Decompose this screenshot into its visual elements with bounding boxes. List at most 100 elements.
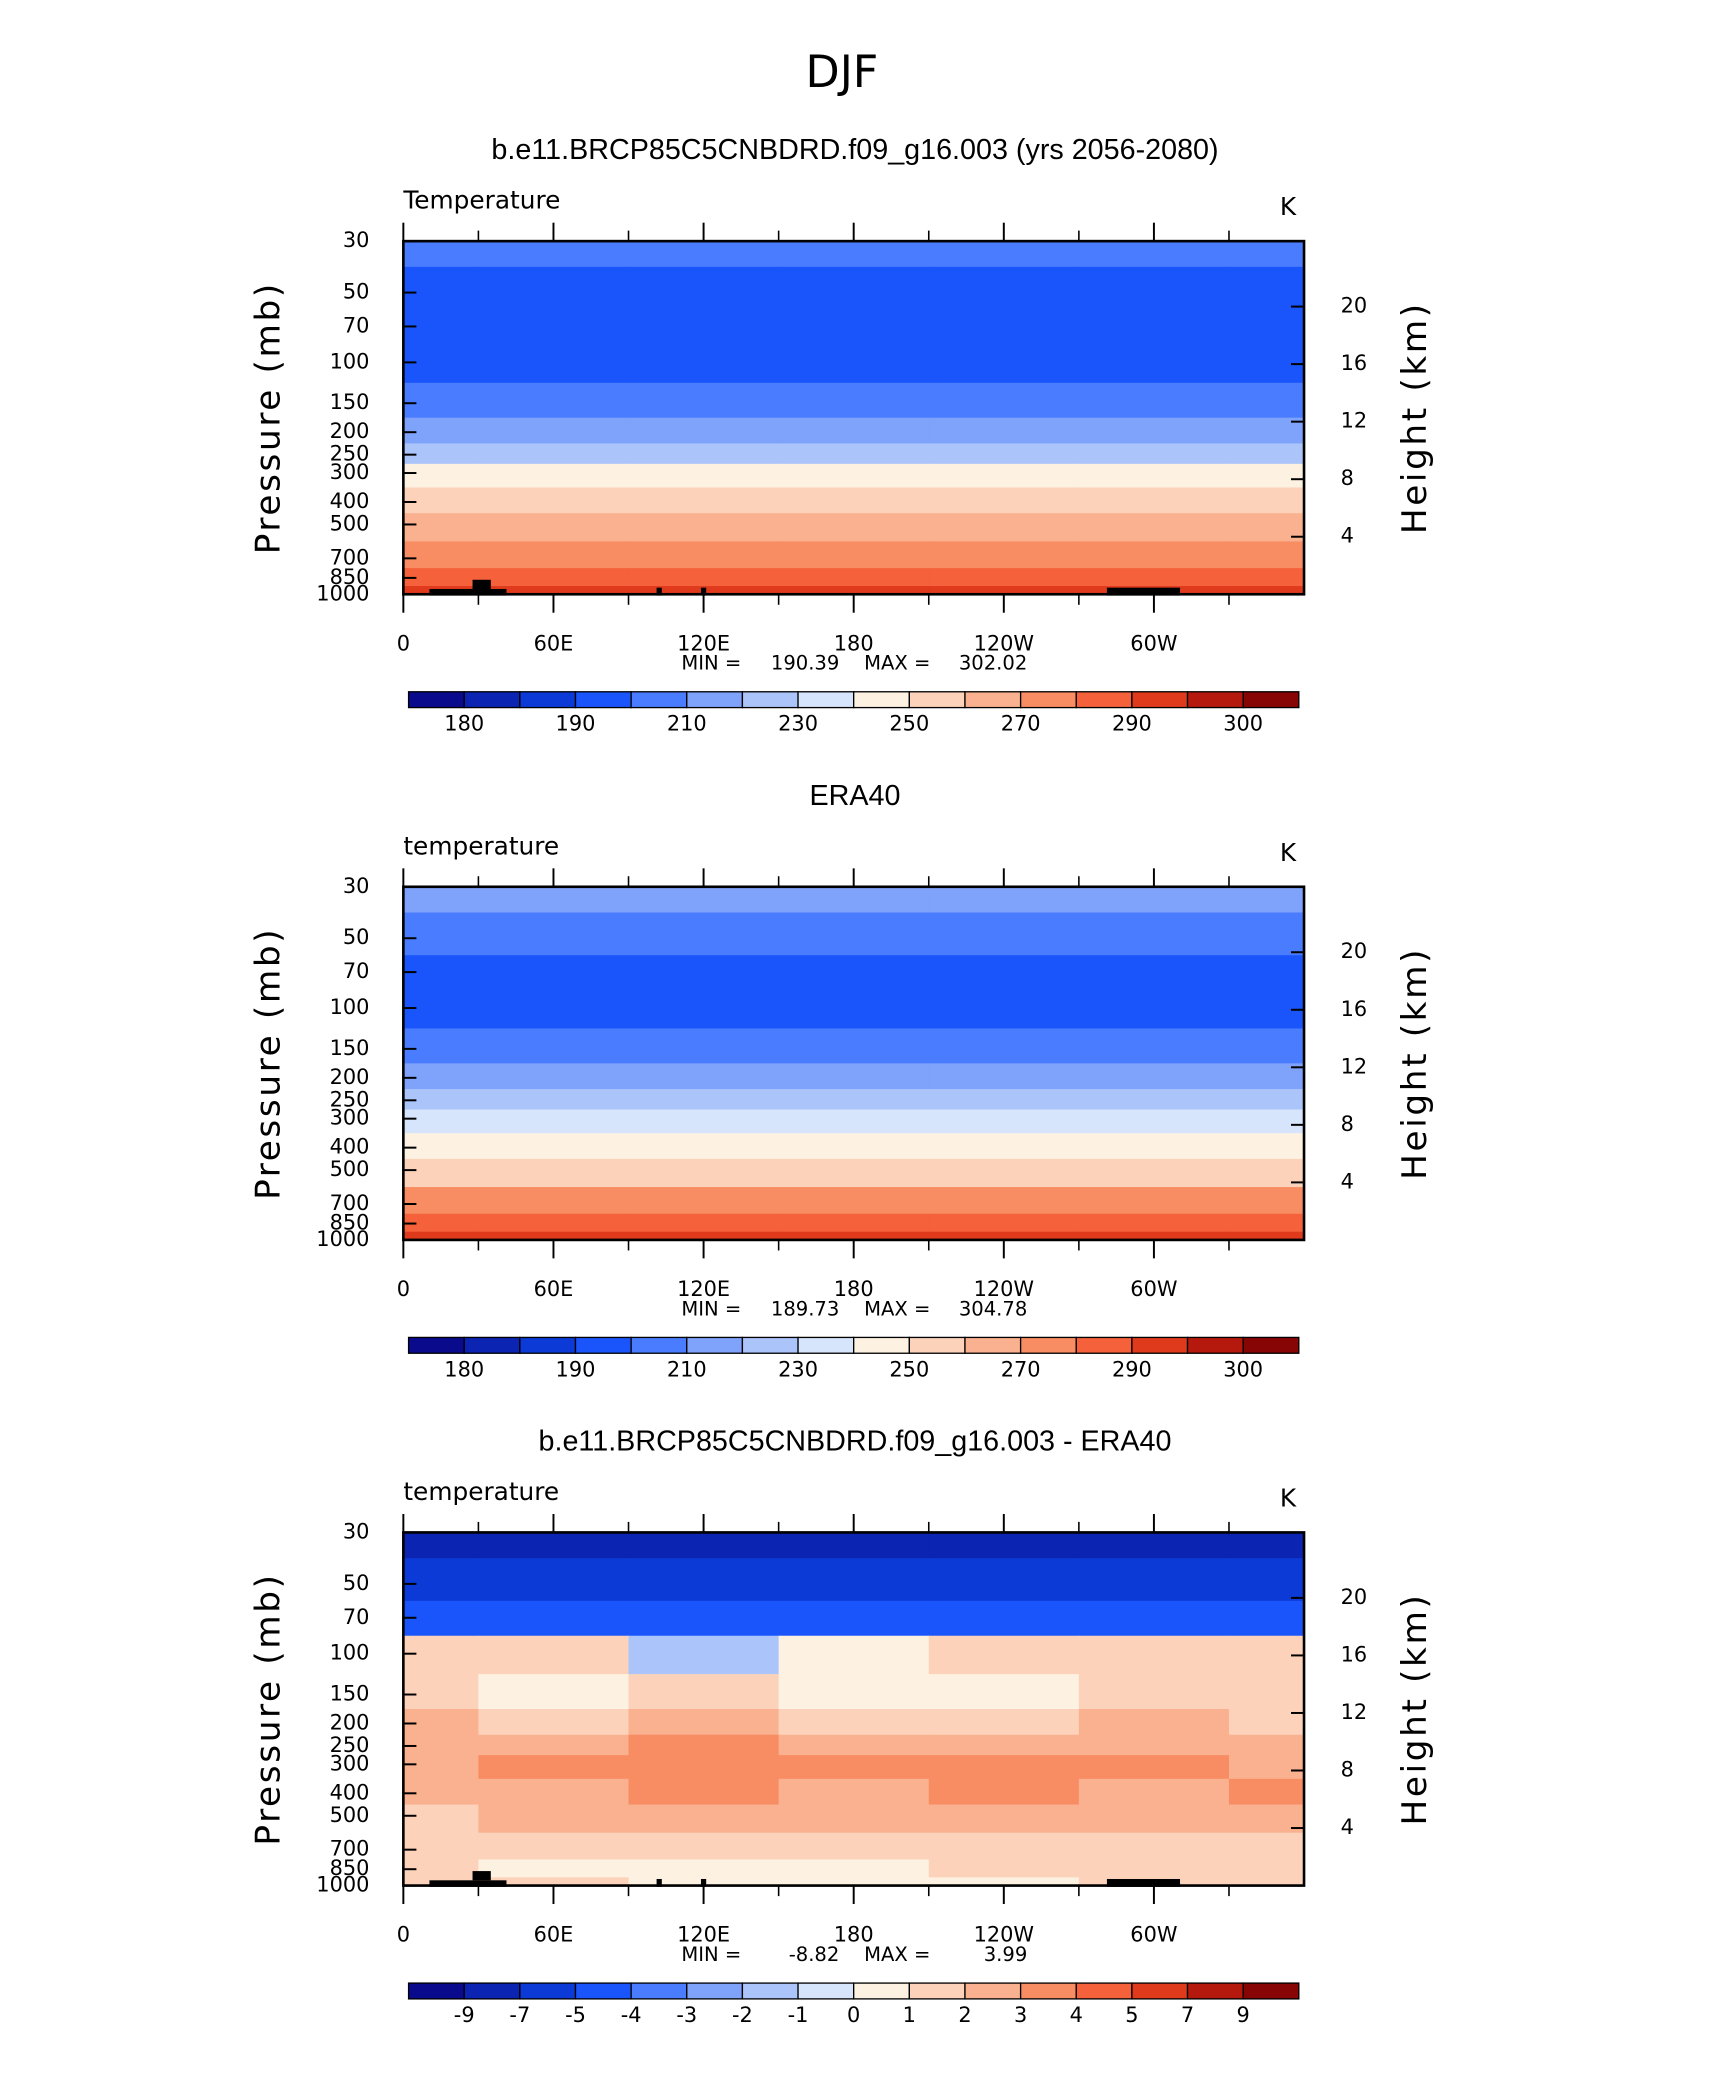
chart-title: b.e11.BRCP85C5CNBDRD.f09_g16.003 - ERA40 — [539, 1425, 1172, 1457]
contour-cell — [628, 1213, 780, 1233]
contour-cell — [1228, 1600, 1305, 1637]
colorbar-box — [1019, 1336, 1077, 1354]
right-label: K — [1280, 838, 1297, 867]
contour-cell — [1078, 1213, 1230, 1233]
contour-cell — [928, 1755, 1080, 1780]
y2-axis-label: Height (km) — [1395, 1593, 1435, 1826]
contour-cell — [403, 990, 480, 1030]
y2-tick-label: 16 — [1341, 997, 1368, 1021]
colorbar-box — [686, 1336, 744, 1354]
contour-cell — [928, 886, 1080, 914]
contour-cell — [478, 1213, 630, 1233]
contour-cell — [1078, 1532, 1230, 1559]
colorbar-box — [964, 691, 1022, 709]
left-label: temperature — [403, 831, 559, 860]
contour-cell — [478, 1755, 630, 1780]
contour-cell — [628, 568, 780, 587]
contour-cell — [478, 1778, 630, 1806]
contour-cell — [478, 541, 630, 569]
contour-cell — [628, 1674, 780, 1710]
contour-cell — [928, 1158, 1080, 1188]
contour-cell — [478, 1558, 630, 1602]
contour-cell — [403, 1734, 480, 1756]
contour-cell — [928, 1674, 1080, 1710]
contour-cell — [628, 912, 780, 956]
contour-cell — [928, 1089, 1080, 1111]
contour-cell — [778, 1734, 930, 1756]
colorbar-box — [908, 1982, 966, 2000]
contour-cell — [403, 1213, 480, 1233]
contour-cell — [1228, 1213, 1305, 1233]
contour-cell — [478, 1089, 630, 1111]
contour-cell — [928, 487, 1080, 514]
colorbar-box — [519, 1982, 577, 2000]
y-tick-label: 70 — [343, 313, 370, 337]
contour-cell — [928, 586, 1080, 595]
contour-cell — [1078, 886, 1230, 914]
y-tick-label: 50 — [343, 925, 370, 949]
x-tick-label: 0 — [397, 631, 410, 655]
colorbar-label: -4 — [621, 2003, 642, 2027]
contour-cell — [478, 1877, 630, 1887]
contour-cell — [1228, 1028, 1305, 1065]
contour-cell — [778, 1859, 930, 1879]
contour-cell — [778, 309, 930, 346]
colorbar-label: -7 — [509, 2003, 530, 2027]
min-value: 189.73 — [771, 1297, 839, 1320]
contour-cell — [403, 1558, 480, 1602]
colorbar-box — [1186, 1336, 1244, 1354]
x-tick-label: 60E — [534, 631, 574, 655]
contour-cell — [628, 1600, 780, 1637]
x-tick-label: 120E — [677, 1277, 730, 1301]
contour-cell — [628, 1755, 780, 1780]
contour-cell — [1078, 1133, 1230, 1160]
contour-cell — [478, 1063, 630, 1090]
contour-cell — [1228, 1158, 1305, 1188]
contour-cell — [1078, 1558, 1230, 1602]
contour-cell — [1078, 1709, 1230, 1736]
y-tick-label: 150 — [330, 390, 370, 414]
contour-cell — [928, 309, 1080, 346]
topography — [700, 1878, 707, 1887]
contour-cell — [1078, 443, 1230, 465]
contour-cell — [778, 1532, 930, 1559]
colorbar-label: 3 — [1014, 2003, 1027, 2027]
colorbar-label: 0 — [847, 2003, 860, 2027]
contour-cell — [478, 344, 630, 384]
contour-cell — [478, 586, 630, 595]
min-label: MIN = — [681, 1297, 741, 1320]
colorbar-box — [686, 1982, 744, 2000]
contour-cell — [478, 1674, 630, 1710]
y-tick-label: 300 — [330, 1751, 370, 1775]
contour-cell — [403, 382, 480, 419]
colorbar-box — [741, 691, 799, 709]
contour-cell — [1078, 912, 1230, 956]
colorbar-label: 270 — [1001, 712, 1041, 736]
contour-cell — [1228, 487, 1305, 514]
contour-cell — [1078, 1063, 1230, 1090]
contour-cell — [403, 1832, 480, 1861]
contour-cell — [778, 1709, 930, 1736]
contour-cell — [1078, 1231, 1230, 1241]
colorbar-box — [1131, 691, 1189, 709]
contour-cell — [928, 990, 1080, 1030]
contour-cell — [628, 1231, 780, 1241]
contour-cell — [1078, 1635, 1230, 1675]
contour-cell — [778, 886, 930, 914]
topography — [656, 587, 662, 596]
colorbar-box — [908, 691, 966, 709]
y2-tick-label: 16 — [1341, 351, 1368, 375]
contour-cell — [928, 912, 1080, 956]
y-tick-label: 250 — [330, 442, 370, 466]
min-value: 190.39 — [771, 652, 839, 675]
contour-cell — [1228, 382, 1305, 419]
colorbar-box — [630, 1982, 688, 2000]
contour-cell — [628, 1133, 780, 1160]
colorbar-box — [908, 1336, 966, 1354]
contour-cell — [478, 1832, 630, 1861]
contour-cell — [1078, 1734, 1230, 1756]
contour-cell — [628, 1028, 780, 1065]
contour-cell — [403, 487, 480, 514]
y2-tick-label: 20 — [1341, 294, 1368, 318]
